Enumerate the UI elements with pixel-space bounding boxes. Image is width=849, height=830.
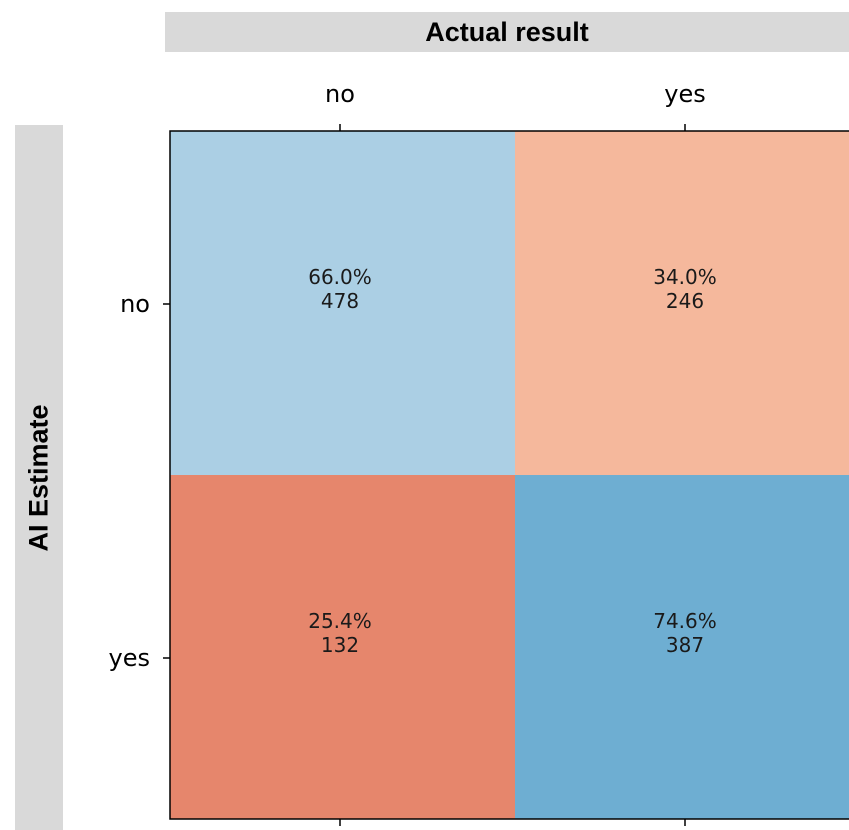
plot-frame xyxy=(169,130,849,820)
heatmap-cell-r0-c0 xyxy=(170,131,515,475)
cell-percent-label-r1-c0: 25.4% xyxy=(308,609,372,633)
x-tick-label-1: yes xyxy=(664,80,705,108)
cell-count-label-r1-c1: 387 xyxy=(666,633,704,657)
cell-percent-label-r0-c0: 66.0% xyxy=(308,265,372,289)
y-tick-label-1: yes xyxy=(109,644,150,672)
y-tick-label-0: no xyxy=(120,290,150,318)
x-axis-title: Actual result xyxy=(425,16,589,47)
y-axis-title-banner: AI Estimate xyxy=(15,125,63,830)
cell-percent-label-r1-c1: 74.6% xyxy=(653,609,717,633)
cell-count-label-r0-c0: 478 xyxy=(321,289,359,313)
x-tick-label-0: no xyxy=(325,80,355,108)
heatmap-cell-r0-c1 xyxy=(515,131,849,475)
cell-count-label-r0-c1: 246 xyxy=(666,289,704,313)
heatmap-cell-r1-c0 xyxy=(170,475,515,819)
cell-percent-label-r0-c1: 34.0% xyxy=(653,265,717,289)
x-axis-title-banner: Actual result xyxy=(165,12,849,52)
cell-count-label-r1-c0: 132 xyxy=(321,633,359,657)
heatmap-cell-r1-c1 xyxy=(515,475,849,819)
